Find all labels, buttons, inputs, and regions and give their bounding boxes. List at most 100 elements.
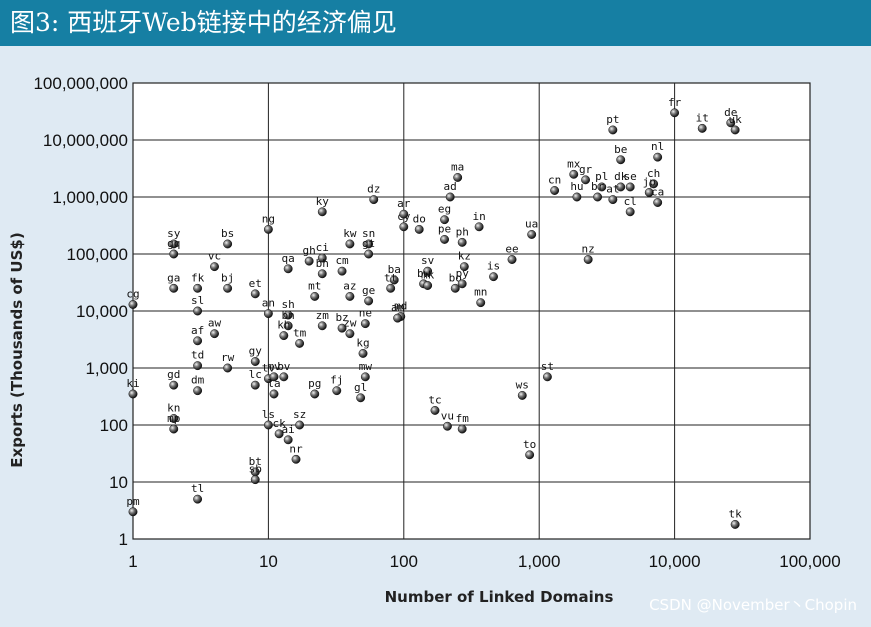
point-marker bbox=[608, 125, 618, 135]
point-marker bbox=[442, 421, 452, 431]
point-marker bbox=[250, 289, 260, 299]
data-point: fm bbox=[456, 412, 469, 434]
data-point: dz bbox=[367, 183, 380, 205]
point-label: kw bbox=[343, 227, 357, 240]
point-marker bbox=[525, 450, 535, 460]
point-label: kz bbox=[458, 250, 471, 263]
figure-title: 图3: 西班牙Web链接中的经济偏见 bbox=[10, 8, 397, 37]
point-label: jp bbox=[643, 175, 656, 188]
point-label: la bbox=[267, 377, 280, 390]
point-label: hu bbox=[570, 180, 583, 193]
point-marker bbox=[310, 291, 320, 301]
data-point: az bbox=[343, 279, 357, 301]
point-label: tk bbox=[729, 507, 743, 520]
point-label: cm bbox=[335, 254, 349, 267]
point-marker bbox=[250, 357, 260, 366]
data-point: cm bbox=[335, 254, 349, 276]
point-marker bbox=[457, 237, 467, 247]
point-marker bbox=[453, 173, 463, 182]
data-point: dm bbox=[191, 374, 205, 396]
data-point: cn bbox=[548, 174, 561, 195]
data-point: cl bbox=[624, 195, 637, 217]
data-point: ki bbox=[126, 377, 140, 399]
point-marker bbox=[128, 507, 138, 517]
data-point: gy bbox=[249, 345, 262, 366]
x-tick-label: 10,000 bbox=[649, 552, 701, 571]
data-point: se bbox=[624, 170, 637, 192]
data-point: ph bbox=[456, 225, 469, 247]
data-point: nr bbox=[289, 442, 303, 464]
y-tick-label: 10,000 bbox=[76, 302, 128, 321]
data-point: kw bbox=[343, 227, 357, 249]
point-label: mx bbox=[567, 157, 581, 170]
x-tick-label: 1,000 bbox=[518, 552, 561, 571]
data-point: sy bbox=[167, 227, 181, 249]
point-label: gq bbox=[167, 237, 180, 250]
point-marker bbox=[291, 454, 301, 464]
data-point: pl bbox=[595, 170, 608, 192]
point-label: st bbox=[541, 360, 554, 373]
point-label: rw bbox=[221, 351, 235, 364]
point-label: gl bbox=[354, 381, 367, 394]
data-point: bh bbox=[316, 257, 329, 279]
point-label: ee bbox=[505, 243, 518, 256]
data-point: vc bbox=[208, 250, 221, 272]
point-marker bbox=[507, 255, 517, 264]
data-point: gr bbox=[579, 163, 593, 185]
data-point: bn bbox=[282, 309, 295, 331]
data-point: lc bbox=[249, 368, 262, 390]
point-label: ai bbox=[282, 423, 295, 436]
y-tick-label: 100 bbox=[100, 416, 128, 435]
point-label: in bbox=[472, 210, 485, 223]
point-marker bbox=[459, 262, 469, 272]
point-label: mt bbox=[308, 279, 321, 292]
point-label: vu bbox=[441, 409, 454, 422]
scatter-plot: 1 10 100 1,000 10,000 100,000 1,000,000 10,000,… bbox=[0, 46, 871, 623]
point-label: fr bbox=[668, 96, 682, 109]
data-point: an bbox=[262, 297, 275, 319]
point-label: bo bbox=[449, 271, 462, 284]
point-label: mk bbox=[421, 269, 435, 282]
data-point: mt bbox=[308, 279, 321, 301]
data-point: ng bbox=[262, 212, 275, 234]
point-marker bbox=[345, 329, 355, 339]
data-point: kh bbox=[277, 319, 290, 341]
point-label: dm bbox=[191, 374, 205, 387]
point-marker bbox=[440, 215, 450, 225]
point-label: bt bbox=[249, 455, 262, 468]
point-label: dz bbox=[367, 183, 380, 196]
data-point: et bbox=[249, 277, 262, 299]
data-point: tt bbox=[384, 271, 397, 293]
point-marker bbox=[364, 239, 374, 249]
point-marker bbox=[399, 222, 409, 232]
data-point: br bbox=[591, 180, 605, 202]
point-label: az bbox=[343, 279, 356, 292]
point-label: bh bbox=[316, 257, 329, 270]
data-point: tc bbox=[428, 393, 442, 415]
point-label: lc bbox=[249, 368, 262, 381]
data-point: dk bbox=[614, 170, 628, 192]
y-tick-label: 1,000,000 bbox=[52, 188, 128, 207]
point-label: bn bbox=[282, 309, 295, 322]
data-point: de bbox=[724, 106, 737, 128]
data-point: st bbox=[541, 360, 554, 382]
point-label: kh bbox=[277, 319, 290, 332]
point-label: zm bbox=[316, 309, 330, 322]
point-label: pm bbox=[126, 495, 140, 508]
point-label: ws bbox=[516, 378, 529, 391]
point-label: ne bbox=[359, 307, 372, 320]
point-label: tc bbox=[428, 393, 441, 406]
point-label: ch bbox=[647, 167, 660, 180]
data-point: gt bbox=[362, 237, 375, 259]
point-marker bbox=[440, 234, 450, 244]
data-point: af bbox=[191, 324, 204, 346]
point-label: cl bbox=[624, 195, 637, 208]
data-point: cg bbox=[126, 288, 140, 309]
point-marker bbox=[310, 389, 320, 399]
point-label: gd bbox=[167, 368, 180, 381]
data-point: rw bbox=[221, 351, 235, 373]
point-marker bbox=[360, 319, 370, 329]
point-marker bbox=[726, 118, 736, 128]
data-point: tk bbox=[729, 507, 743, 529]
point-label: is bbox=[487, 260, 500, 273]
